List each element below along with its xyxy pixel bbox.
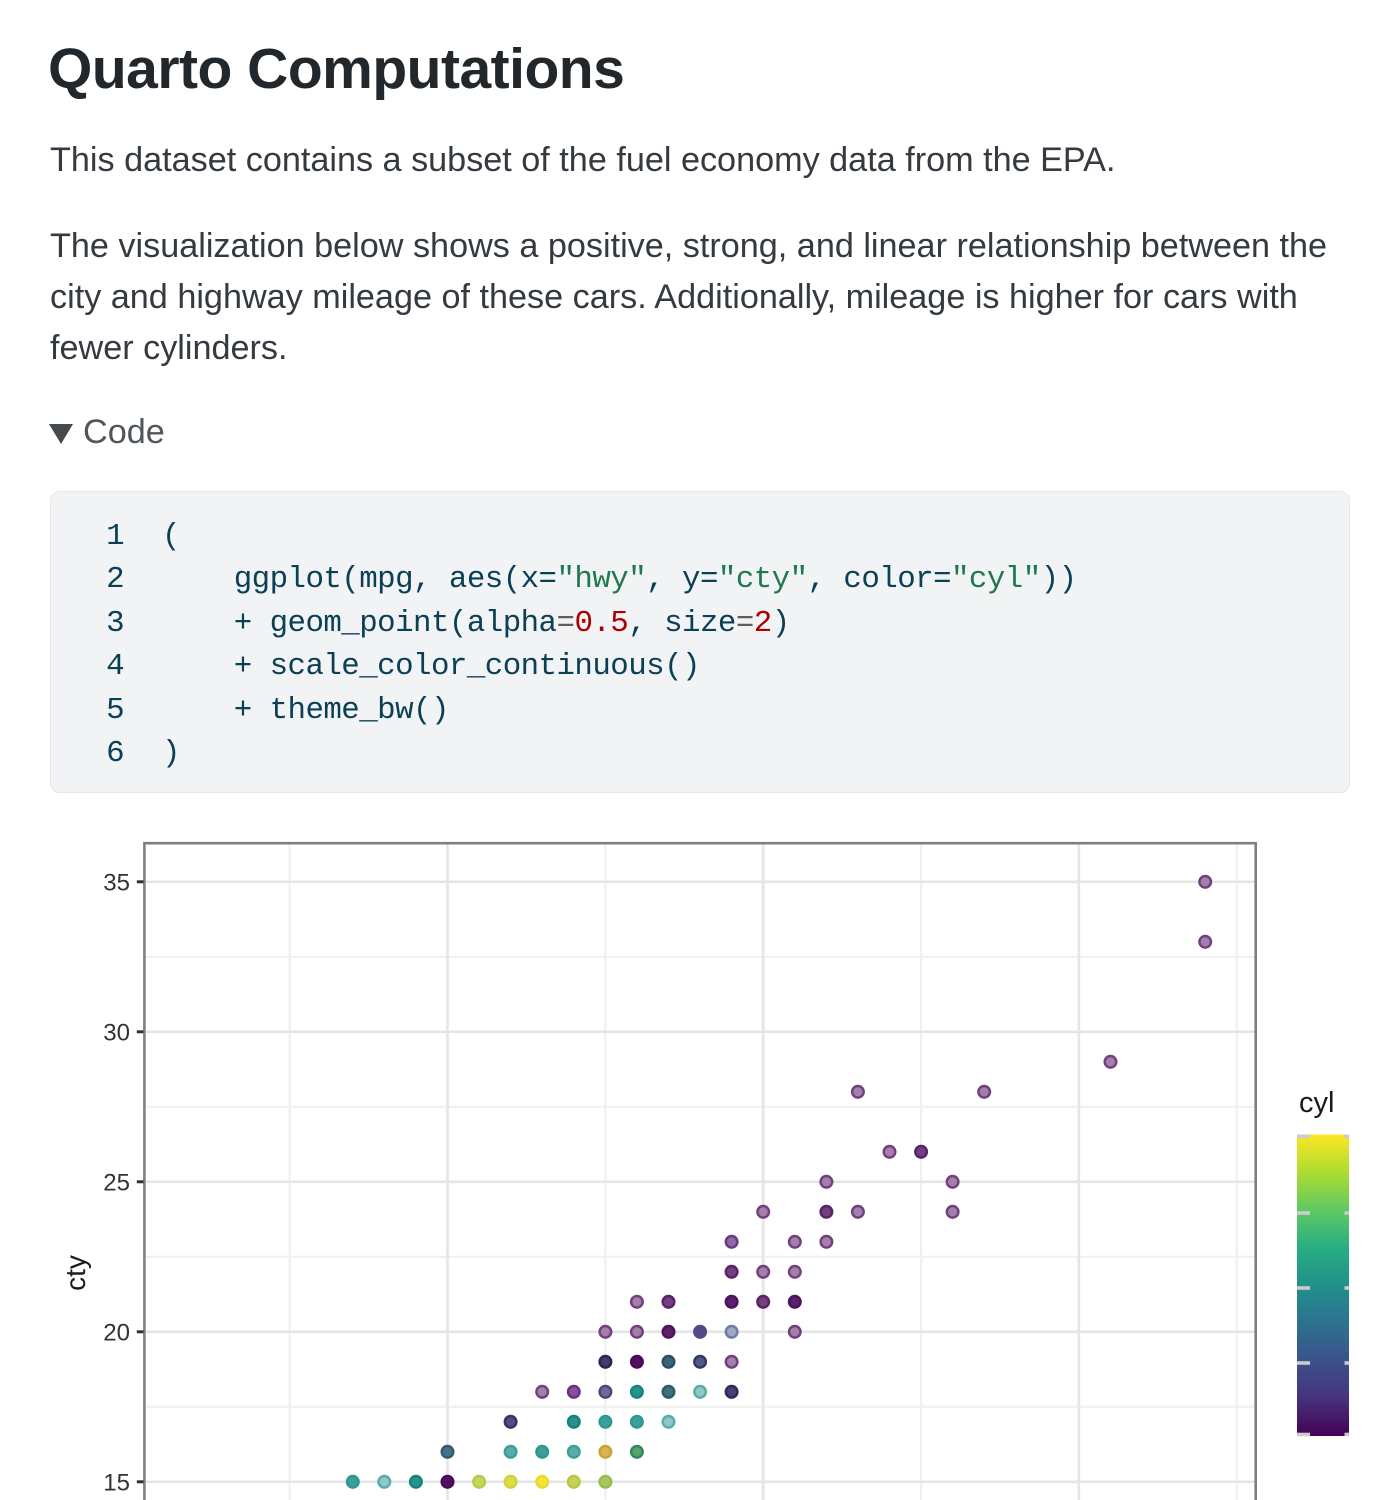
svg-text:15: 15 bbox=[103, 1470, 130, 1497]
svg-text:25: 25 bbox=[103, 1170, 130, 1197]
svg-text:35: 35 bbox=[103, 870, 130, 897]
svg-text:20: 20 bbox=[103, 1320, 130, 1347]
svg-text:cyl: cyl bbox=[1299, 1087, 1334, 1119]
svg-text:cty: cty bbox=[60, 1255, 91, 1291]
svg-text:30: 30 bbox=[103, 1020, 130, 1047]
